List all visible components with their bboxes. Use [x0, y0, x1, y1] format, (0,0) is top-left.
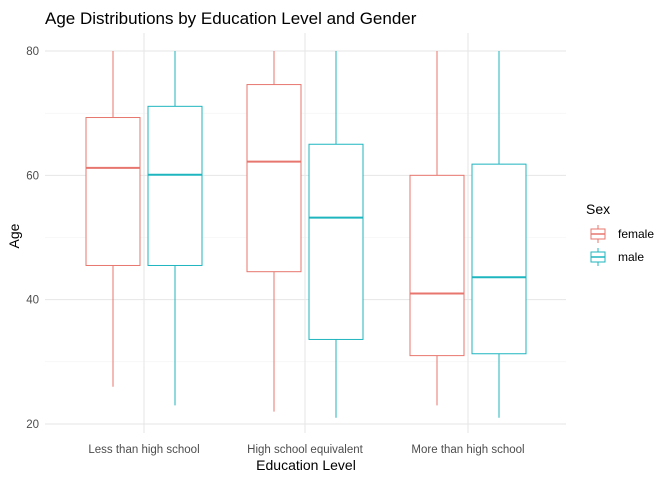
box-iqr	[85, 117, 141, 266]
x-tick-label: High school equivalent	[247, 444, 364, 456]
legend-label-female: female	[618, 227, 654, 241]
legend-key-male	[590, 248, 606, 266]
box-male-1	[308, 51, 364, 418]
box-female-2	[409, 51, 465, 406]
x-axis-title: Education Level	[256, 457, 356, 473]
y-axis-ticks: 20 40 60 80	[26, 46, 39, 431]
chart-title: Age Distributions by Education Level and…	[45, 9, 417, 28]
y-tick-label: 40	[26, 295, 39, 307]
legend: Sex female male	[586, 201, 654, 266]
x-tick-label: Less than high school	[88, 444, 199, 456]
x-tick-label: More than high school	[411, 444, 524, 456]
legend-label-male: male	[618, 250, 644, 264]
box-female-0	[85, 51, 141, 387]
box-male-2	[471, 51, 527, 418]
box-iqr	[147, 105, 203, 266]
x-axis-ticks: Less than high school High school equival…	[88, 444, 524, 456]
box-female-1	[246, 51, 302, 412]
y-axis-title: Age	[6, 223, 22, 248]
legend-title: Sex	[586, 201, 610, 217]
y-tick-label: 60	[26, 170, 39, 182]
box-groups	[85, 51, 527, 418]
y-tick-label: 20	[26, 419, 39, 431]
box-iqr	[246, 84, 302, 273]
legend-key-female	[590, 225, 606, 243]
box-male-0	[147, 51, 203, 406]
y-tick-label: 80	[26, 46, 39, 58]
box-iqr	[471, 163, 527, 355]
box-iqr	[409, 174, 465, 357]
box-iqr	[308, 143, 364, 340]
